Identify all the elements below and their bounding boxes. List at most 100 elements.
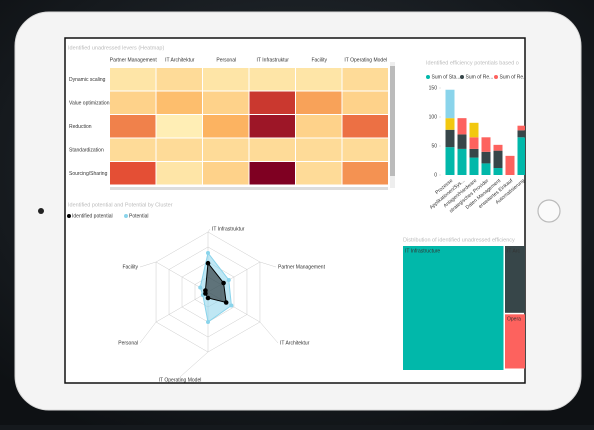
label-leader (139, 261, 157, 268)
heat-cell (156, 162, 202, 185)
radar-point (198, 285, 203, 290)
row-label: Dynamic scaling (69, 77, 106, 83)
heat-cell (249, 162, 295, 185)
heat-cell (156, 115, 202, 138)
treemap-tile (505, 246, 525, 313)
treemap-tile (403, 246, 504, 370)
bar-segment (493, 150, 503, 169)
heat-cell (296, 91, 342, 114)
tile-label: Opera (507, 317, 521, 323)
treemap-tile (505, 314, 525, 369)
radar-point (205, 260, 211, 266)
label-leader (259, 321, 279, 344)
heat-cell (203, 91, 249, 114)
bar-segment (493, 144, 503, 151)
heat-cell (156, 68, 202, 91)
heat-cell (156, 91, 202, 114)
column-label: IT Architektur (165, 57, 195, 63)
bar-segment (517, 130, 525, 138)
y-tick-label: 100 (429, 114, 438, 120)
heat-cell (110, 91, 156, 114)
legend-label: Sum of Sta... (432, 74, 461, 80)
scrollbar-thumb[interactable] (390, 66, 395, 176)
heat-cell (342, 68, 388, 91)
radar-title: Identified potential and Potential by Cl… (68, 202, 173, 208)
column-label: IT Infrastruktur (257, 57, 290, 63)
legend-dot (494, 75, 498, 79)
bar-segment (481, 163, 491, 175)
bar-segment (517, 137, 525, 175)
treemap-title: Distribution of identified unadressed ef… (403, 237, 515, 243)
bar-segment (469, 148, 479, 158)
bar-segment (481, 137, 491, 152)
bar-segment (445, 147, 455, 175)
axis-label: Facility (122, 264, 138, 270)
bar-segment (481, 151, 491, 164)
tile-label: IT Infrastructure (405, 248, 440, 254)
axis-label: IT Architektur (280, 340, 310, 346)
bar-segment (469, 157, 479, 175)
tile-label: IT Arc (507, 248, 520, 254)
bar-segment (469, 137, 479, 149)
heat-cell (249, 91, 295, 114)
bar-segment (445, 118, 455, 130)
y-tick-label: 0 (434, 172, 437, 178)
heat-cell (156, 138, 202, 161)
row-label: Reduction (69, 124, 92, 130)
radar-point (206, 320, 210, 324)
heat-cell (249, 68, 295, 91)
heat-cell (296, 68, 342, 91)
bar-segment (445, 89, 455, 119)
label-leader (259, 261, 277, 268)
legend-dot (124, 214, 128, 218)
radar-point (229, 303, 234, 308)
bar-title: Identified efficiency potentials based o (426, 60, 519, 66)
bar-segment (457, 148, 467, 175)
legend-dot (460, 75, 464, 79)
radar-point (205, 295, 211, 301)
row-label: Sourcing/Sharing (69, 171, 108, 177)
column-label: Facility (311, 57, 327, 63)
axis-label: Partner Management (278, 264, 326, 270)
bar-segment (457, 118, 467, 135)
radar-point (206, 251, 210, 255)
heat-cell (342, 91, 388, 114)
heat-cell (342, 138, 388, 161)
heat-cell (110, 138, 156, 161)
camera (38, 208, 44, 214)
row-label: Value optimization (69, 101, 110, 107)
heat-cell (296, 115, 342, 138)
heat-cell (203, 115, 249, 138)
axis-label: Personal (118, 340, 138, 346)
axis-line (155, 291, 209, 323)
bar-segment (505, 155, 515, 175)
label-leader (139, 321, 157, 344)
bar-segment (457, 134, 467, 149)
bar-segment (445, 129, 455, 148)
heat-cell (342, 162, 388, 185)
radar-point (223, 300, 229, 305)
axis-label: IT Infrastruktur (212, 226, 245, 232)
heat-cell (110, 162, 156, 185)
y-tick-label: 150 (429, 85, 438, 91)
legend-label: Sum of Re... (466, 74, 494, 80)
heat-cell (249, 115, 295, 138)
heat-cell (249, 138, 295, 161)
legend-label: Identified potential (72, 213, 113, 219)
legend-label: Sum of Re... (500, 74, 528, 80)
heat-cell (203, 162, 249, 185)
legend-dot (67, 214, 71, 218)
heat-cell (203, 138, 249, 161)
heat-cell (296, 162, 342, 185)
home-button[interactable] (537, 199, 561, 223)
radar-point (203, 288, 208, 293)
label-leader (207, 228, 211, 233)
heat-cell (110, 68, 156, 91)
heat-cell (296, 138, 342, 161)
heat-cell (342, 115, 388, 138)
legend-label: Potential (129, 213, 148, 219)
legend-dot (426, 75, 430, 79)
axis-label: IT Operating Model (159, 377, 202, 383)
h-scrollbar[interactable] (110, 187, 388, 190)
